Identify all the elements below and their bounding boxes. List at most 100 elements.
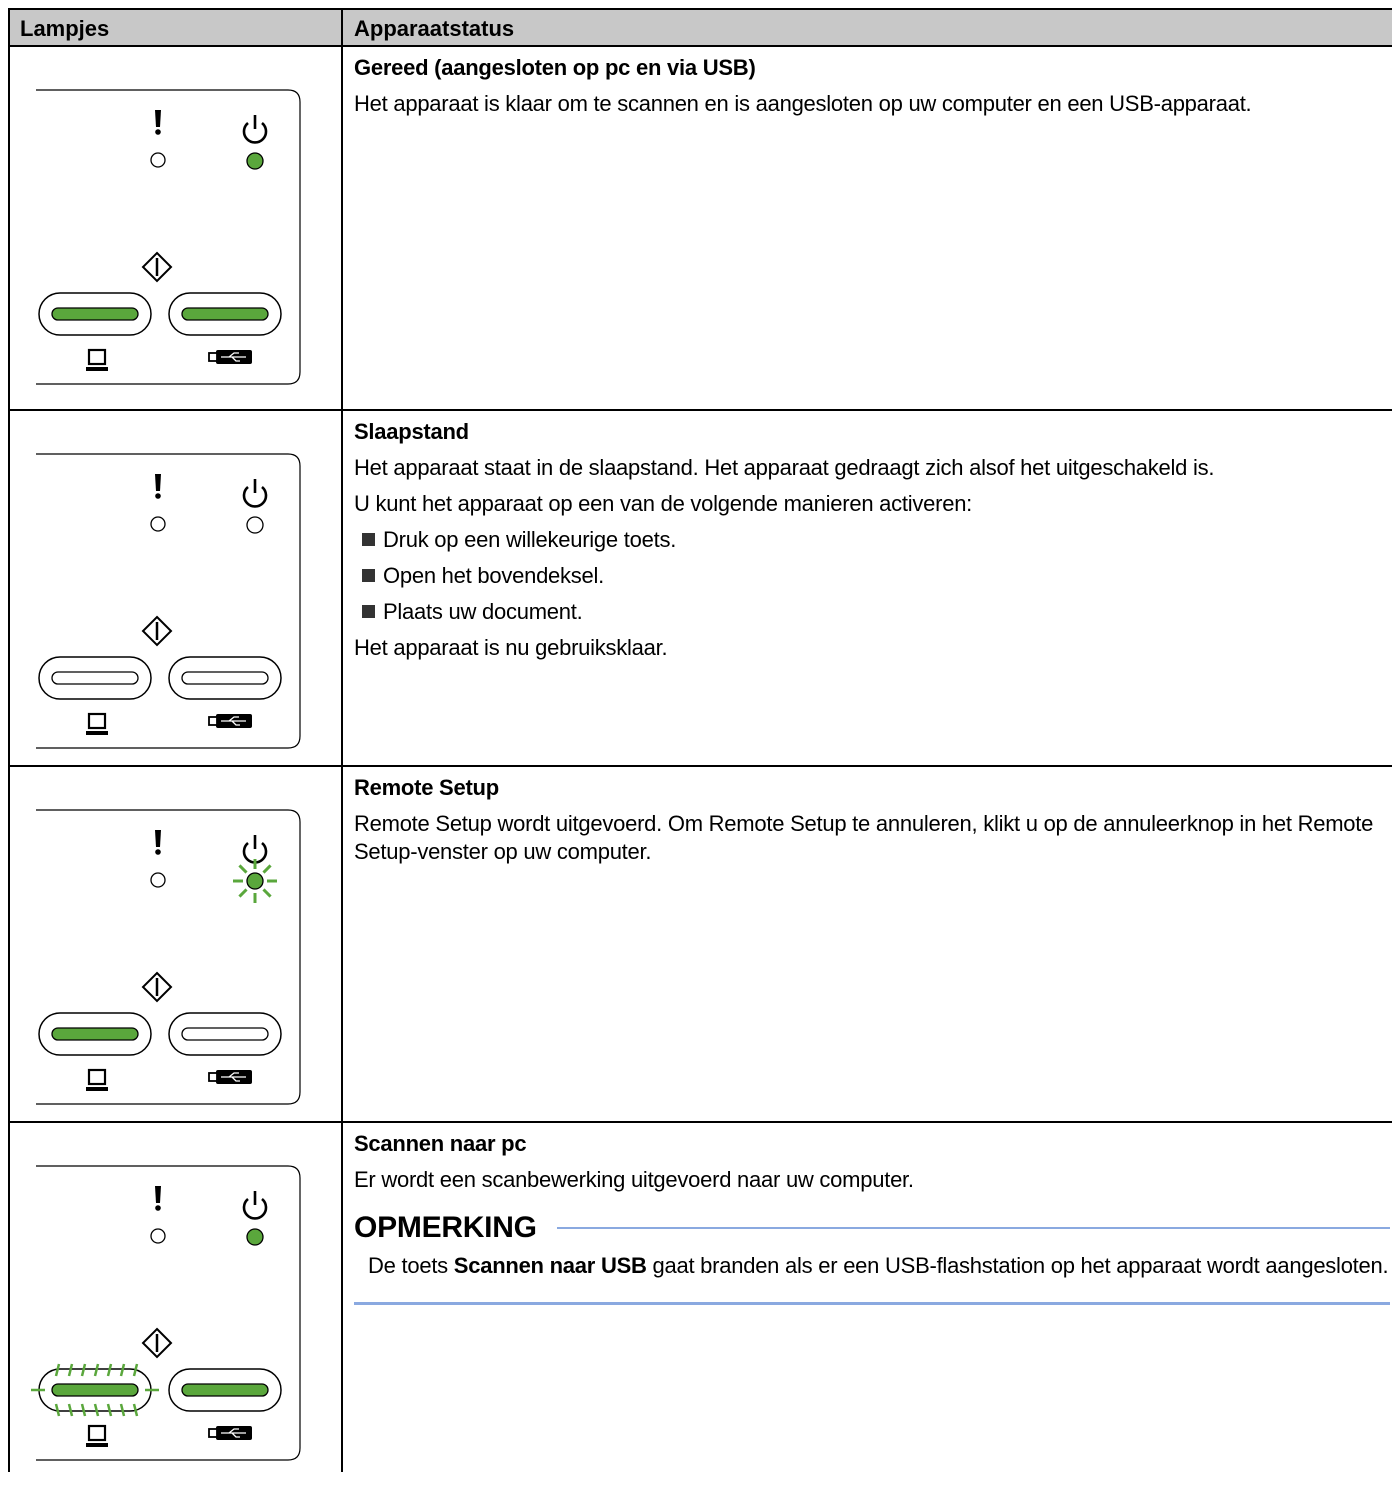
bullet-text: Druk op een willekeurige toets. bbox=[383, 527, 677, 552]
error-led bbox=[150, 1228, 166, 1244]
border bbox=[8, 45, 1392, 47]
note-rule bbox=[354, 1302, 1390, 1305]
bullet-text: Open het bovendeksel. bbox=[383, 563, 605, 588]
warning-icon bbox=[155, 110, 161, 127]
warning-dot bbox=[155, 129, 161, 135]
border bbox=[8, 8, 10, 1472]
start-icon bbox=[141, 615, 173, 647]
note-heading: OPMERKING bbox=[354, 1210, 1390, 1246]
status-title: Remote Setup bbox=[354, 775, 499, 800]
usb-icon bbox=[208, 1072, 218, 1082]
blink-ray bbox=[132, 1363, 139, 1377]
blink-ray bbox=[106, 1403, 113, 1417]
note-rule bbox=[556, 1227, 1390, 1229]
usb-icon bbox=[221, 1428, 246, 1438]
blink-ray bbox=[93, 1403, 100, 1417]
blink-ray bbox=[119, 1403, 126, 1417]
button-light bbox=[51, 1383, 139, 1397]
warning-dot bbox=[155, 1205, 161, 1211]
note-bold: Scannen naar USB bbox=[453, 1253, 647, 1278]
power-icon bbox=[242, 1197, 268, 1220]
power-led bbox=[246, 872, 264, 890]
panel-outline bbox=[36, 453, 301, 749]
note-heading-text: OPMERKING bbox=[354, 1211, 537, 1244]
blink-ray bbox=[93, 1363, 100, 1377]
power-icon bbox=[242, 121, 268, 144]
status-cell: Gereed (aangesloten op pc en via USB) Het… bbox=[354, 54, 1390, 126]
error-led bbox=[150, 516, 166, 532]
bullet-text: Plaats uw document. bbox=[383, 599, 583, 624]
computer-icon bbox=[87, 712, 107, 730]
usb-icon bbox=[221, 716, 246, 726]
blink-ray bbox=[238, 864, 248, 874]
blink-ray bbox=[132, 1403, 139, 1417]
button-light bbox=[51, 1027, 139, 1041]
blink-ray bbox=[67, 1363, 74, 1377]
panel-outline bbox=[36, 89, 301, 385]
led-panel bbox=[36, 809, 301, 1105]
computer-icon bbox=[87, 1068, 107, 1086]
usb-icon bbox=[208, 716, 218, 726]
start-icon bbox=[141, 1327, 173, 1359]
paragraph: Het apparaat is klaar om te scannen en i… bbox=[354, 91, 1252, 116]
button-light bbox=[51, 671, 139, 685]
button-light bbox=[181, 1383, 269, 1397]
status-title: Scannen naar pc bbox=[354, 1131, 527, 1156]
blink-ray bbox=[54, 1403, 61, 1417]
led-panel bbox=[36, 453, 301, 749]
paragraph: U kunt het apparaat op een van de volgen… bbox=[354, 491, 973, 516]
start-icon bbox=[141, 971, 173, 1003]
led-panel bbox=[31, 1165, 301, 1461]
header-cell: Apparaatstatus bbox=[342, 8, 1392, 46]
bullet-square bbox=[362, 569, 375, 582]
computer-icon bbox=[86, 1087, 108, 1091]
bullet-item: Druk op een willekeurige toets. bbox=[354, 526, 1390, 554]
blink-ray bbox=[119, 1363, 126, 1377]
status-cell: Scannen naar pc Er wordt een scanbewerkin… bbox=[354, 1130, 1390, 1305]
power-icon bbox=[242, 485, 268, 508]
status-cell: Slaapstand Het apparaat staat in de slaap… bbox=[354, 418, 1390, 670]
note-text: De toets Scannen naar USB gaat branden a… bbox=[354, 1252, 1390, 1280]
error-led bbox=[150, 152, 166, 168]
note-text-part: gaat branden als er een USB-flashstation… bbox=[646, 1253, 1389, 1278]
status-cell: Remote Setup Remote Setup wordt uitgevoer… bbox=[354, 774, 1390, 874]
power-led bbox=[246, 1228, 264, 1246]
warning-icon bbox=[155, 474, 161, 491]
warning-dot bbox=[155, 849, 161, 855]
bullet-item: Plaats uw document. bbox=[354, 598, 1390, 626]
usb-icon bbox=[208, 1428, 218, 1438]
usb-icon bbox=[208, 352, 218, 362]
warning-icon bbox=[155, 830, 161, 847]
blink-ray bbox=[106, 1363, 113, 1377]
computer-icon bbox=[86, 367, 108, 371]
paragraph: Het apparaat is nu gebruiksklaar. bbox=[354, 635, 668, 660]
blink-ray bbox=[238, 888, 248, 898]
warning-icon bbox=[155, 1186, 161, 1203]
border bbox=[8, 1121, 1392, 1123]
note-text-part: De toets bbox=[368, 1253, 454, 1278]
paragraph: Het apparaat staat in de slaapstand. Het… bbox=[354, 455, 1215, 480]
button-light bbox=[181, 307, 269, 321]
blink-ray bbox=[54, 1363, 61, 1377]
bullet-square bbox=[362, 605, 375, 618]
panel-outline bbox=[36, 1165, 301, 1461]
usb-icon bbox=[221, 1072, 246, 1082]
border bbox=[341, 8, 343, 1472]
start-icon bbox=[141, 251, 173, 283]
power-led bbox=[246, 152, 264, 170]
status-title: Slaapstand bbox=[354, 419, 469, 444]
button-light bbox=[181, 1027, 269, 1041]
blink-ray bbox=[80, 1363, 87, 1377]
warning-dot bbox=[155, 493, 161, 499]
blink-ray bbox=[80, 1403, 87, 1417]
border bbox=[8, 765, 1392, 767]
button-light bbox=[51, 307, 139, 321]
paragraph: Remote Setup wordt uitgevoerd. Om Remote… bbox=[354, 811, 1374, 864]
border bbox=[8, 409, 1392, 411]
header-cell: Lampjes bbox=[8, 8, 342, 46]
panel-outline bbox=[36, 809, 301, 1105]
usb-icon bbox=[221, 352, 246, 362]
computer-icon bbox=[87, 348, 107, 366]
button-light bbox=[181, 671, 269, 685]
